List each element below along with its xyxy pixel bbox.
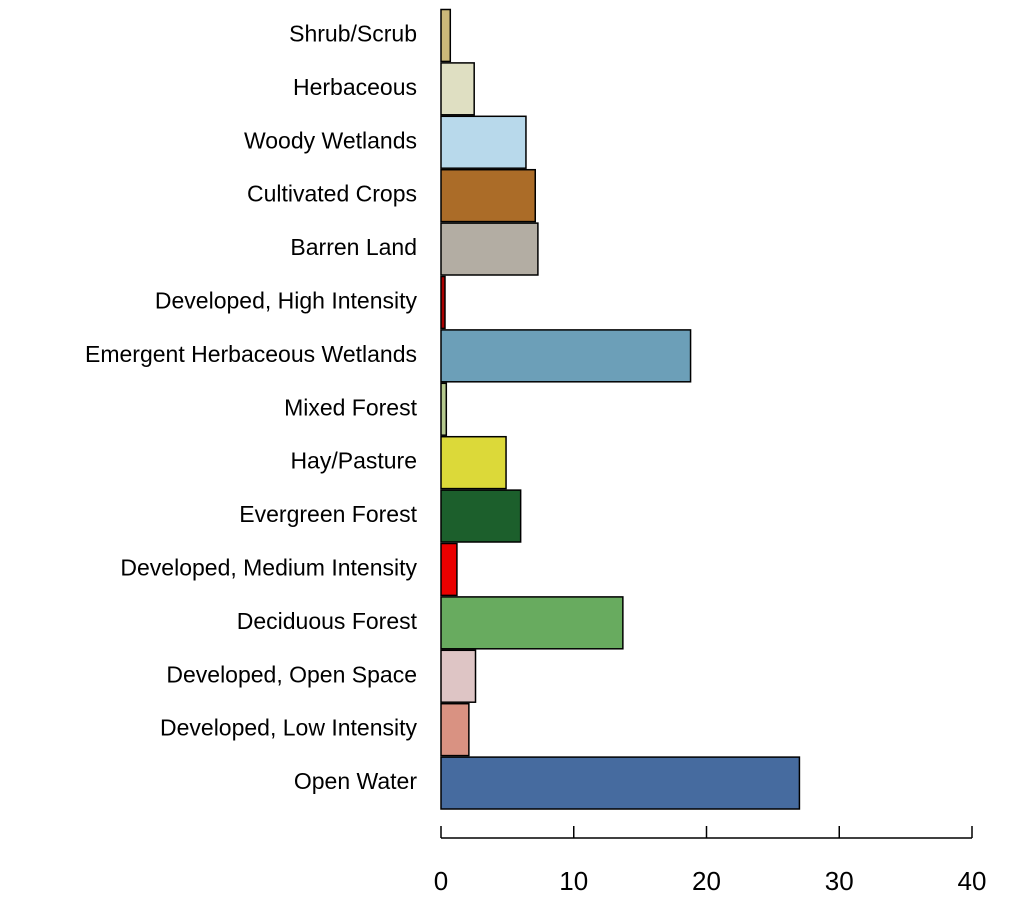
y-tick-label: Developed, Medium Intensity [120, 555, 417, 581]
bar [440, 596, 624, 650]
bar [440, 649, 477, 703]
bar [440, 756, 801, 810]
y-tick-label: Woody Wetlands [244, 127, 417, 153]
bar [440, 329, 692, 383]
x-tick-label: 30 [825, 866, 854, 896]
x-tick-label: 40 [958, 866, 987, 896]
y-tick-label: Barren Land [290, 234, 417, 260]
y-tick-label: Open Water [294, 768, 417, 794]
bar [440, 435, 507, 490]
bar [440, 222, 539, 276]
y-tick-label: Shrub/Scrub [289, 21, 417, 47]
bar [440, 275, 446, 330]
x-tick-label: 20 [692, 866, 721, 896]
y-tick-label: Evergreen Forest [239, 501, 417, 527]
bar [440, 382, 448, 436]
y-tick-label: Herbaceous [293, 74, 417, 100]
bar [440, 542, 458, 597]
y-tick-label: Mixed Forest [284, 394, 418, 420]
bar [440, 8, 452, 63]
y-tick-label: Cultivated Crops [247, 181, 417, 207]
y-tick-label: Hay/Pasture [290, 448, 417, 474]
bar [440, 702, 470, 757]
x-tick-label: 10 [559, 866, 588, 896]
y-tick-label: Developed, Low Intensity [160, 715, 417, 741]
bar [440, 115, 527, 169]
y-tick-label: Emergent Herbaceous Wetlands [85, 341, 417, 367]
bar [440, 489, 522, 543]
y-tick-label: Developed, Open Space [166, 661, 417, 687]
bar [440, 62, 475, 116]
x-tick-label: 0 [434, 866, 448, 896]
y-tick-label: Developed, High Intensity [155, 288, 418, 314]
bar [440, 168, 537, 223]
y-tick-label: Deciduous Forest [237, 608, 418, 634]
